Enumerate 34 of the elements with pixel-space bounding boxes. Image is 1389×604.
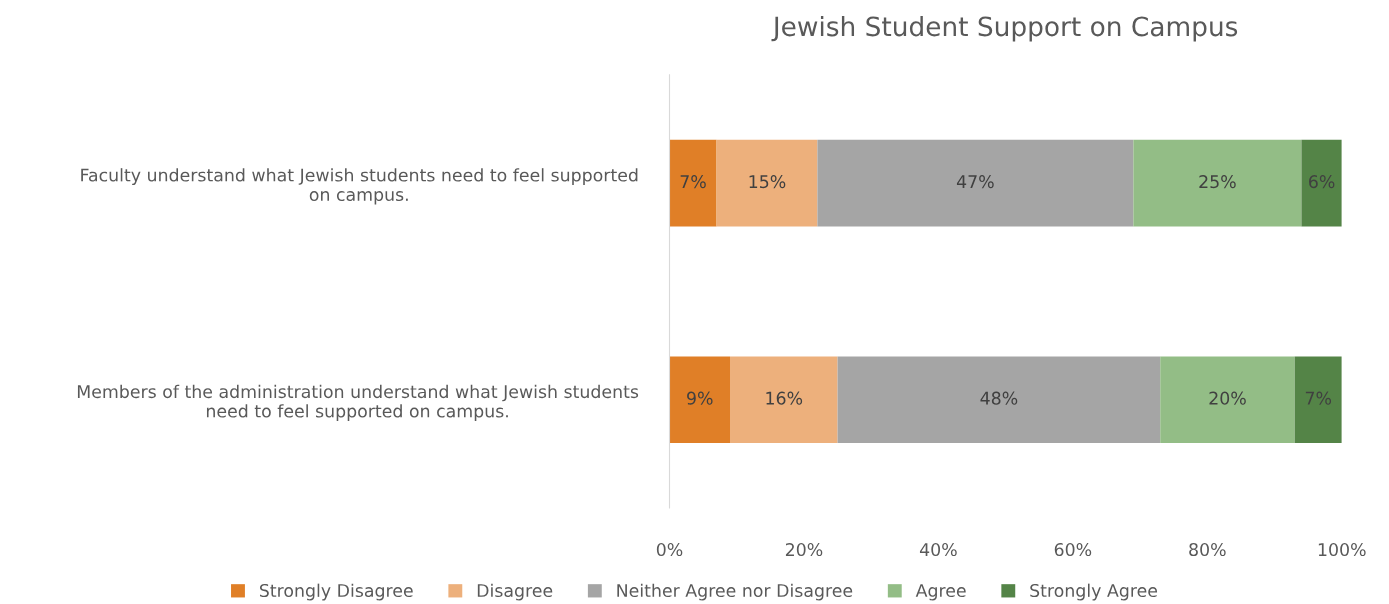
data-label: 20% — [1209, 391, 1246, 405]
bar — [1294, 356, 1342, 443]
legend-label: Neither Agree nor Disagree — [617, 583, 853, 601]
y-tick-label: Members of the administration understand what Jewish students need to feel supported on campus. — [77, 384, 639, 421]
x-tick-label: 40% — [919, 542, 957, 557]
bar — [837, 356, 1161, 443]
data-label: 6% — [1309, 175, 1335, 189]
legend-label: Disagree — [477, 583, 553, 601]
data-label: 25% — [1199, 175, 1236, 189]
bar — [1133, 139, 1302, 227]
x-tick-label: 100% — [1318, 542, 1366, 557]
legend-label: Strongly Disagree — [259, 583, 413, 601]
data-label: 15% — [749, 175, 786, 189]
bar — [730, 356, 838, 443]
bar — [669, 139, 717, 227]
bar — [1160, 356, 1295, 443]
data-label: 47% — [956, 175, 994, 189]
data-label: 7% — [680, 175, 706, 189]
bar — [817, 139, 1134, 227]
bar — [669, 356, 730, 443]
x-tick-label: 20% — [785, 542, 823, 557]
y-tick-label: Faculty understand what Jewish students need to feel supported on campus. — [81, 168, 638, 205]
x-tick-label: 60% — [1054, 542, 1092, 557]
data-label: 7% — [1305, 391, 1332, 405]
data-label: 9% — [687, 391, 713, 405]
x-tick-label: 80% — [1189, 542, 1226, 557]
x-tick-label: 0% — [656, 542, 683, 557]
legend-label: Agree — [915, 584, 966, 601]
chart-title: Jewish Student Support on Campus — [771, 15, 1238, 42]
data-label: 16% — [766, 391, 803, 405]
data-label: 48% — [980, 391, 1018, 405]
bar — [716, 139, 818, 227]
bar — [1301, 139, 1342, 227]
legend-label: Strongly Agree — [1030, 583, 1158, 601]
